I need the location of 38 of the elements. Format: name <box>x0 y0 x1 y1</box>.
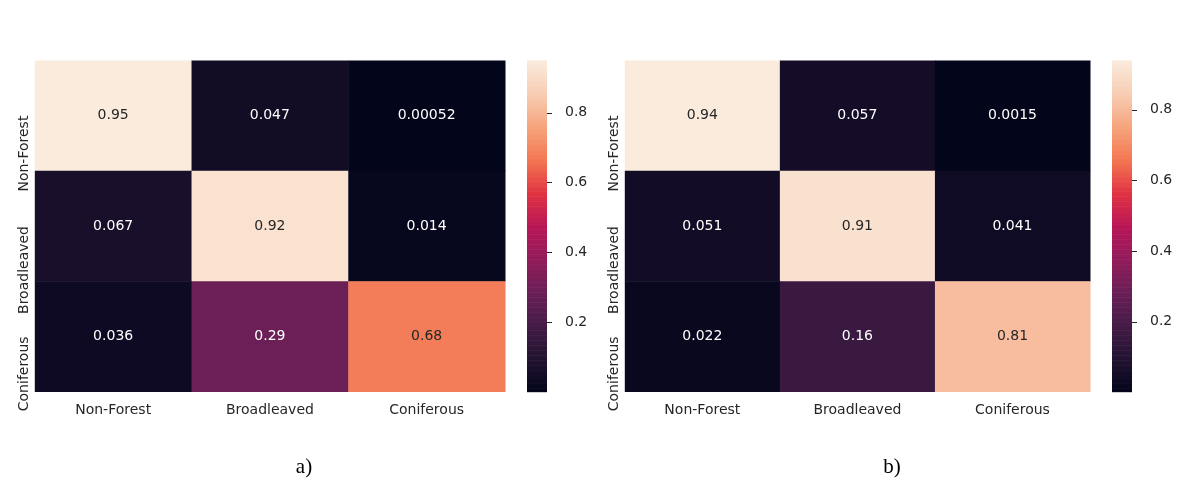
data-label: 0.92 <box>254 216 286 233</box>
data-label: 0.067 <box>93 216 134 233</box>
color-bar-label: 0.2 <box>1150 312 1173 329</box>
color-bar-label: 0.4 <box>1150 241 1173 258</box>
y-tick-label: Non-Forest <box>15 115 32 192</box>
color-bar-label: 0.6 <box>565 173 588 190</box>
data-label: 0.014 <box>406 216 447 233</box>
x-tick-label: Coniferous <box>389 400 465 417</box>
data-label: 0.81 <box>996 327 1029 344</box>
x-tick-label: Coniferous <box>975 400 1050 417</box>
data-label: 0.051 <box>682 216 723 233</box>
text: b) <box>882 454 902 479</box>
data-label: 0.00052 <box>397 106 456 123</box>
x-tick-label: Non-Forest <box>664 400 741 417</box>
x-tick-label: Broadleaved <box>813 400 902 417</box>
x-tick-label: Non-Forest <box>75 400 152 417</box>
x-tick-label: Broadleaved <box>225 400 314 417</box>
data-label: 0.041 <box>992 216 1033 233</box>
data-label: 0.29 <box>254 327 286 344</box>
data-label: 0.16 <box>841 327 874 344</box>
data-label: 0.057 <box>837 106 878 123</box>
text: a) <box>294 454 314 479</box>
y-tick-label: Broadleaved <box>605 226 622 314</box>
data-label: 0.047 <box>249 106 290 123</box>
data-label: 0.94 <box>686 106 719 123</box>
color-bar-label: 0.2 <box>565 312 588 329</box>
color-bar-label: 0.6 <box>1150 171 1173 188</box>
data-label: 0.036 <box>93 327 134 344</box>
data-label: 0.68 <box>411 327 443 344</box>
y-tick-label: Non-Forest <box>605 115 622 192</box>
y-tick-label: Broadleaved <box>15 226 32 314</box>
data-label: 0.0015 <box>987 106 1037 123</box>
data-label: 0.022 <box>682 327 723 344</box>
color-bar-label: 0.8 <box>565 103 588 120</box>
data-label: 0.91 <box>841 216 873 233</box>
color-bar-label: 0.4 <box>565 242 588 259</box>
data-label: 0.95 <box>97 106 129 123</box>
color-bar-label: 0.8 <box>1150 100 1173 117</box>
